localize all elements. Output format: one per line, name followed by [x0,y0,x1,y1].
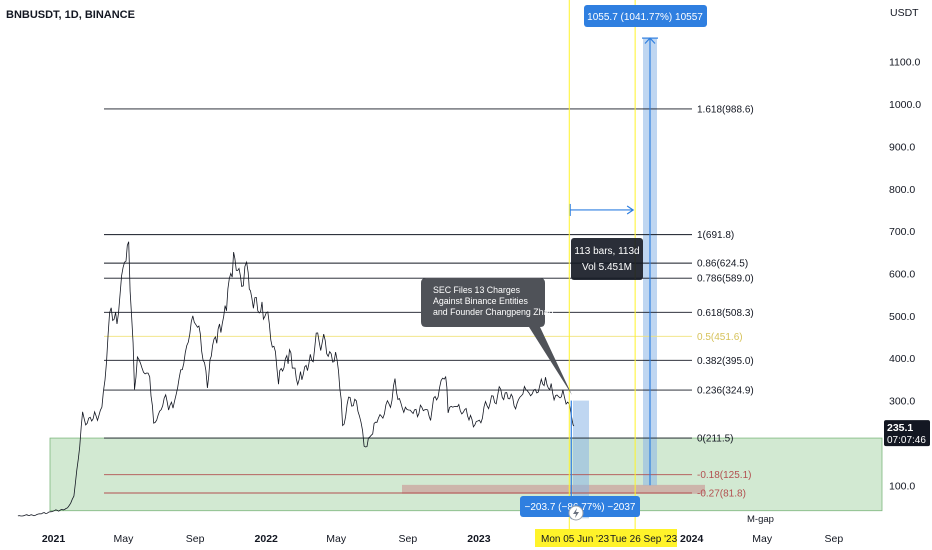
fib-level-label: 0.5(451.6) [697,332,743,343]
range-volume-text: Vol 5.451M [582,262,632,273]
date-label-end: Tue 26 Sep '23 [610,534,678,545]
date-range-highlight [535,529,677,547]
x-tick-label: Sep [186,533,205,545]
x-tick-label: 2023 [467,533,491,545]
range-info-box [571,238,643,280]
y-tick-label: 100.0 [889,480,915,492]
target-measure-label [584,5,707,27]
target-measure-text: 1055.7 (1041.77%) 10557 [587,12,703,23]
last-price-value: 235.1 [887,422,913,434]
fib-level-label: 0(211.5) [697,434,734,445]
news-annotation-text: Against Binance Entities [433,296,528,306]
gap-label: M-gap [747,514,774,525]
x-tick-label: May [752,533,773,545]
currency-label: USDT [890,7,919,19]
fib-level-label: 0.382(395.0) [697,356,754,367]
y-tick-label: 400.0 [889,353,915,365]
news-annotation-bubble[interactable] [421,278,572,395]
y-tick-label: 300.0 [889,396,915,408]
x-tick-label: Sep [398,533,417,545]
news-annotation-text: SEC Files 13 Charges [433,285,521,295]
gap-zone[interactable] [402,484,705,494]
y-tick-label: 500.0 [889,311,915,323]
x-tick-label: May [114,533,135,545]
drop-measure-zone[interactable] [573,400,589,519]
fib-level-label: 0.236(324.9) [697,386,754,397]
fib-level-label: -0.27(81.8) [697,489,746,500]
x-tick-label: 2022 [255,533,279,545]
news-annotation-text: and Founder Changpeng Zhao [433,307,553,317]
fib-level-label: 1(691.8) [697,230,734,241]
date-label-start: Mon 05 Jun '23 [541,534,610,545]
x-tick-label: 2024 [680,533,704,545]
x-tick-label: May [326,533,347,545]
fib-level-label: -0.18(125.1) [697,470,751,481]
symbol-title: BNBUSDT, 1D, BINANCE [6,9,135,21]
drop-measure-label [520,496,640,517]
fib-level-label: 0.618(508.3) [697,308,754,319]
y-tick-label: 800.0 [889,184,915,196]
y-tick-label: 900.0 [889,141,915,153]
bar-countdown: 07:07:46 [887,435,926,446]
price-series-line[interactable] [17,241,575,517]
y-tick-label: 700.0 [889,226,915,238]
fib-level-label: 0.786(589.0) [697,274,754,285]
y-tick-label: 1000.0 [889,99,921,111]
y-tick-label: 1100.0 [889,57,920,69]
lightning-glyph [573,508,579,518]
y-tick-label: 600.0 [889,269,915,281]
x-tick-label: 2021 [42,533,66,545]
x-tick-label: Sep [825,533,844,545]
fib-level-label: 1.618(988.6) [697,104,754,115]
fib-level-label: 0.86(624.5) [697,259,748,270]
last-price-tag [884,420,930,447]
range-bars-text: 113 bars, 113d [574,246,639,257]
date-range-arrow-head [626,205,635,215]
